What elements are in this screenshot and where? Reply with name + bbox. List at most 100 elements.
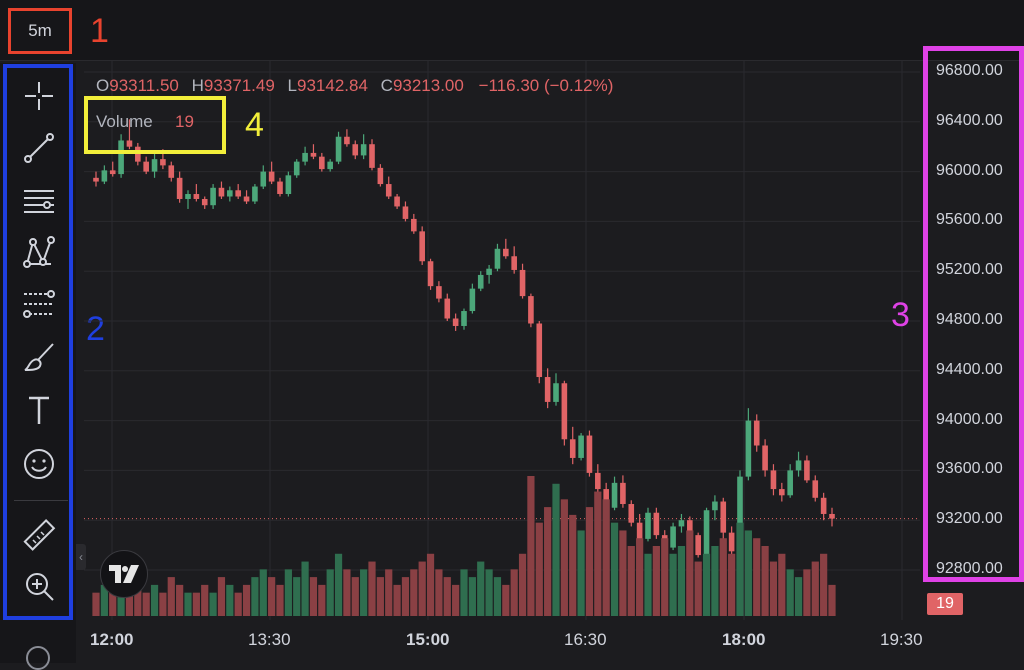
candle-body [477,274,484,289]
candle-body [461,311,467,326]
candle-body [829,513,835,519]
candle-body [452,318,459,326]
candle-body [319,156,325,170]
text-icon[interactable] [19,390,59,430]
candle-body [302,152,308,162]
collapse-toolbar-button[interactable]: ‹ [76,544,86,570]
trend-line-icon[interactable] [19,128,59,168]
volume-bar [610,522,619,616]
candle-body [201,198,208,206]
price-axis-frame[interactable] [923,46,1024,582]
volume-bar [92,592,100,616]
volume-bar [786,569,794,616]
volume-bar [351,577,359,616]
volume-bar [619,530,627,616]
ohlc-change: −116.30 (−0.12%) [478,76,614,95]
candle-body [277,181,283,195]
candle-body [511,256,517,270]
volume-bar [460,569,468,616]
candle-body [569,439,576,458]
fib-icon[interactable] [19,284,59,324]
candle-body [344,136,350,145]
volume-bar [452,584,460,616]
candle-body [586,435,593,473]
tradingview-logo[interactable] [100,550,148,598]
candle-body [252,186,258,202]
volume-bar [259,569,267,616]
emoji-icon[interactable] [19,444,59,484]
ruler-icon[interactable] [19,516,59,556]
volume-bar [435,569,443,616]
volume-bar [702,553,711,616]
candle-body [762,445,768,471]
candle-body [519,269,526,297]
volume-label: Volume [96,112,153,131]
toolbar-divider [14,500,68,501]
volume-bar [426,553,435,616]
candle-body [795,460,802,471]
horizontal-lines-icon[interactable] [19,180,59,220]
volume-bar [736,522,744,616]
volume-bar [518,553,527,616]
ohlc-low: 93142.84 [297,76,368,95]
time-axis-label: 18:00 [722,630,766,649]
pattern-icon[interactable] [19,232,59,272]
volume-bar [661,538,669,616]
candle-body [737,476,743,552]
volume-bar [393,584,401,616]
candle-body [553,383,559,402]
zoom-in-icon[interactable] [19,566,59,606]
candle-body [486,268,492,275]
candle-body [645,512,651,539]
candle-body [369,144,375,168]
volume-bar [276,584,284,616]
crosshair-icon[interactable] [19,76,59,116]
volume-bar [544,507,552,616]
volume-bar [502,584,510,616]
volume-bar [159,592,167,616]
brush-icon[interactable] [19,336,59,376]
price-axis-label: 96000.00 [936,161,1003,179]
volume-badge: 19 [927,593,963,615]
candle-body [118,140,124,175]
candle-body [712,501,718,511]
candle-body [720,501,727,533]
candle-body [436,286,442,299]
volume-bar [234,592,242,616]
candle-body [360,144,367,156]
volume-bar [761,546,769,616]
candle-body [260,171,267,187]
candle-body [227,190,233,197]
volume-bar [385,569,393,616]
time-axis-label: 16:30 [564,630,607,649]
ohlc-legend: O93311.50 H93371.49 L93142.84 C93213.00 … [96,76,614,95]
price-axis-label: 96400.00 [936,111,1003,129]
volume-bar [360,569,368,616]
candle-body [812,480,819,498]
volume-bar [569,514,577,616]
volume-bar [585,507,594,616]
candle-body [787,470,793,496]
volume-bar [527,476,535,616]
volume-bar [677,546,686,616]
price-axis-label: 95200.00 [936,261,1003,279]
volume-bar [820,553,828,616]
volume-bar [769,561,778,616]
volume-bar [652,546,660,616]
volume-bar [226,584,234,616]
candle-body [561,383,568,440]
volume-bar [376,577,384,616]
volume-bar [794,577,803,616]
volume-bar [176,584,184,616]
volume-bar [644,553,652,616]
candle-body [494,248,501,269]
price-axis-label: 95600.00 [936,211,1003,229]
volume-bar [284,569,292,616]
interval-selector[interactable]: 5m [8,8,72,54]
candle-body [377,167,384,185]
drawing-toolbar [0,63,76,663]
candle-body [327,161,333,170]
volume-bar [468,577,476,616]
volume-bar [201,584,209,616]
